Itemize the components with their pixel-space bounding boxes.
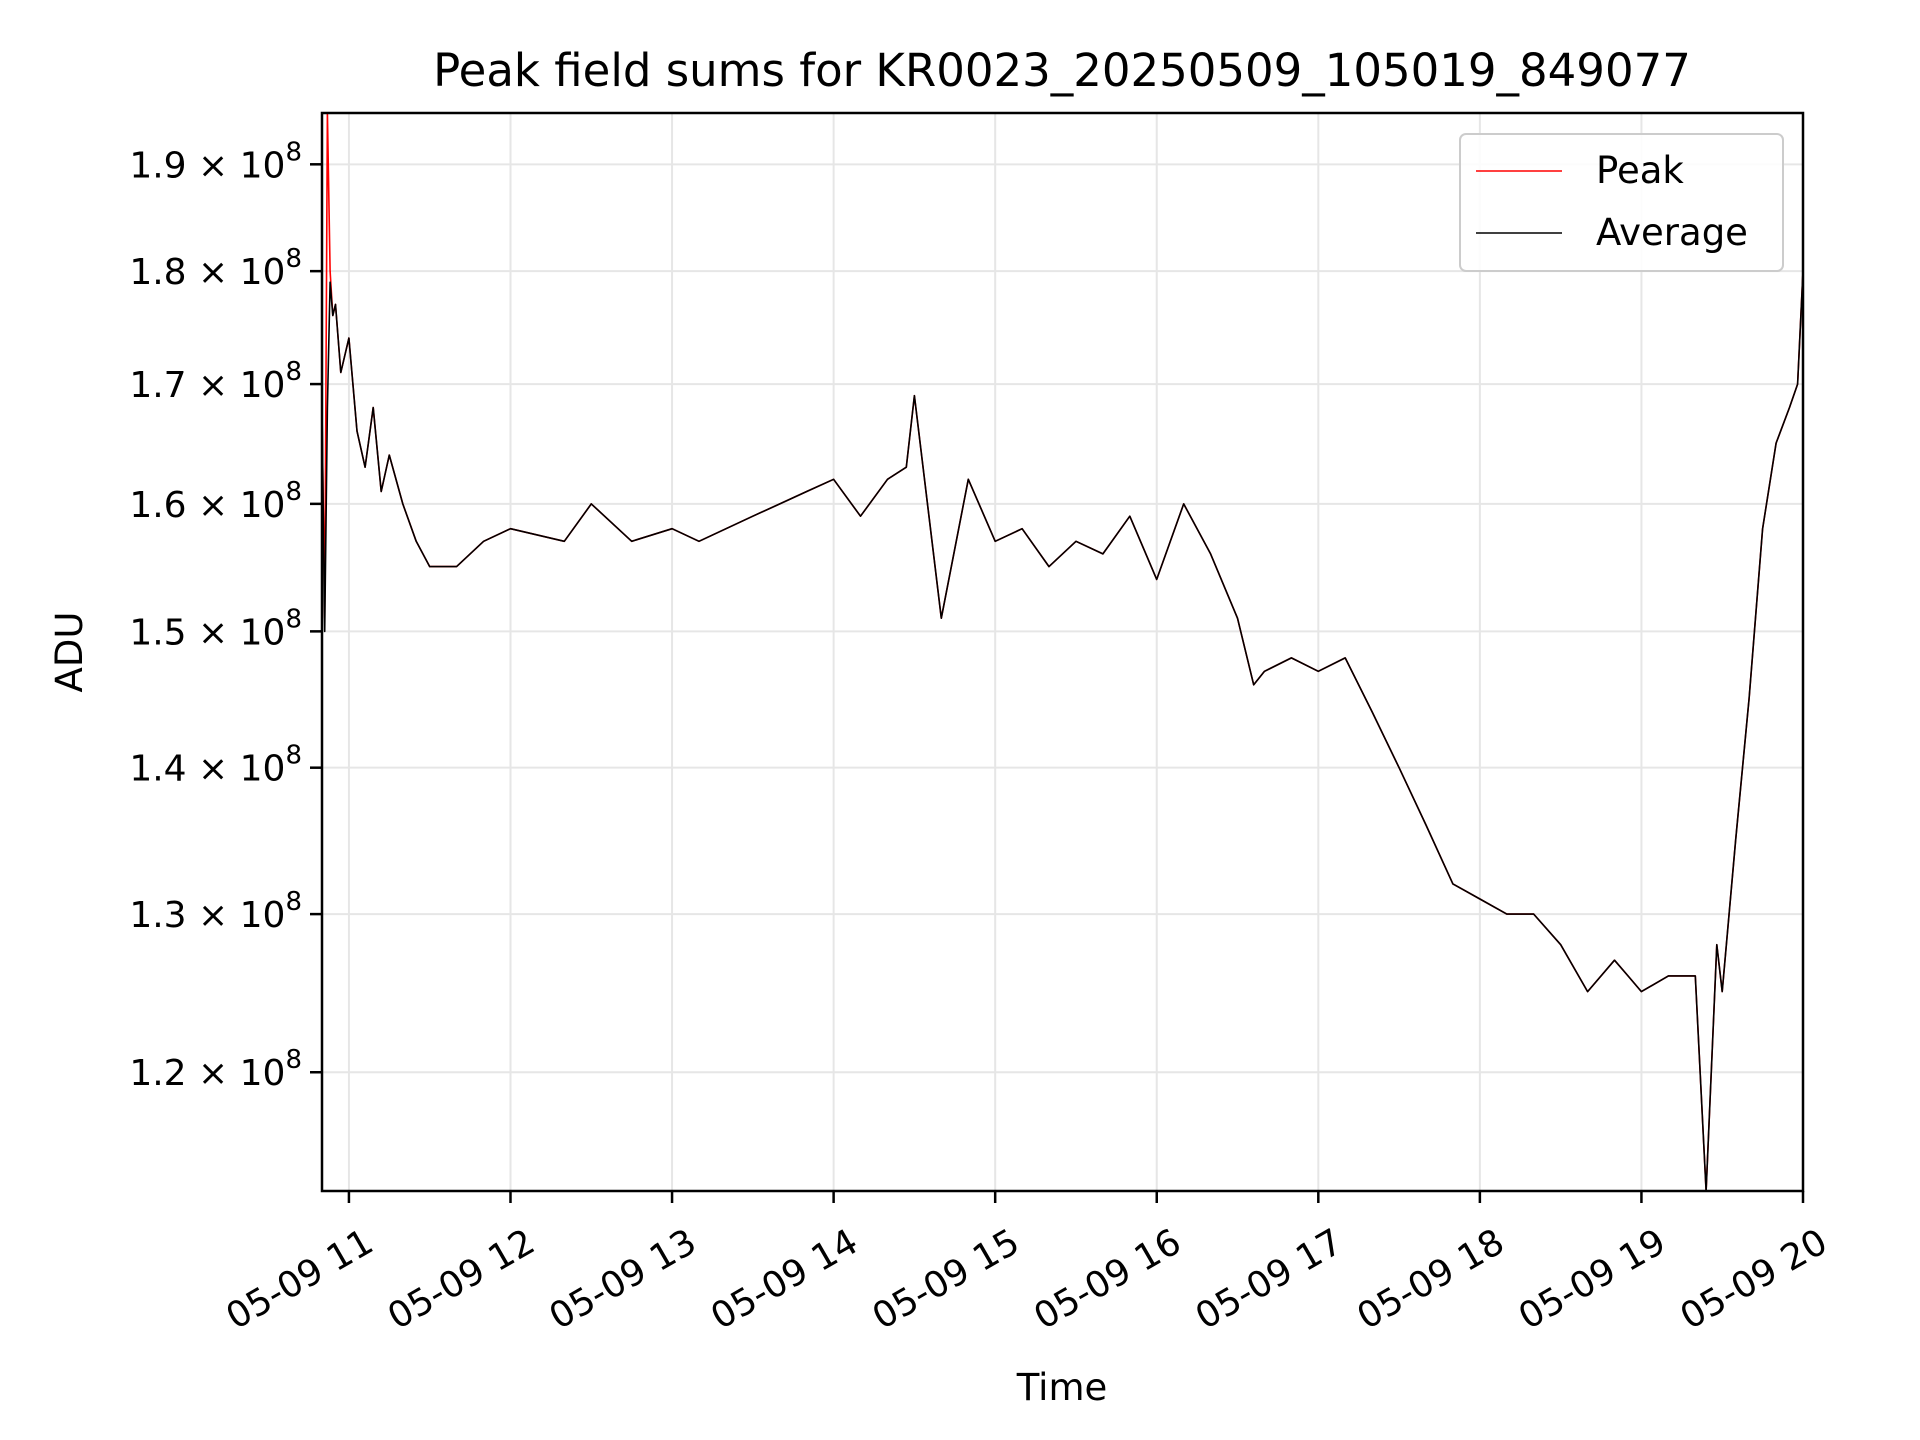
y-axis-ticks: 1.2 × 108 1.3 × 108 1.4 × 108 1.5 × 108 1.6 … — [129, 137, 322, 1094]
y-tick-label: 1.6 × 108 — [129, 477, 302, 526]
legend: Peak Average — [1459, 133, 1784, 272]
y-tick-label: 1.2 × 108 — [129, 1045, 302, 1094]
y-tick-label: 1.3 × 108 — [129, 887, 302, 936]
y-tick-label: 1.5 × 108 — [129, 604, 302, 653]
y-tick-label: 1.9 × 108 — [129, 137, 302, 186]
y-tick-label: 1.7 × 108 — [129, 357, 302, 406]
y-tick-label: 1.4 × 108 — [129, 741, 302, 790]
y-axis-label: ADU — [48, 612, 91, 693]
series-layer — [321, 112, 1804, 1192]
series-line-average — [321, 271, 1804, 1192]
plot-frame — [320, 111, 1805, 1193]
legend-box — [1459, 133, 1784, 272]
legend-label-average: Average — [1596, 211, 1748, 254]
x-axis-label: Time — [1016, 1366, 1108, 1409]
legend-label-peak: Peak — [1596, 149, 1684, 192]
chart-title: Peak field sums for KR0023_20250509_1050… — [433, 44, 1691, 97]
y-tick-label: 1.8 × 108 — [129, 244, 302, 293]
